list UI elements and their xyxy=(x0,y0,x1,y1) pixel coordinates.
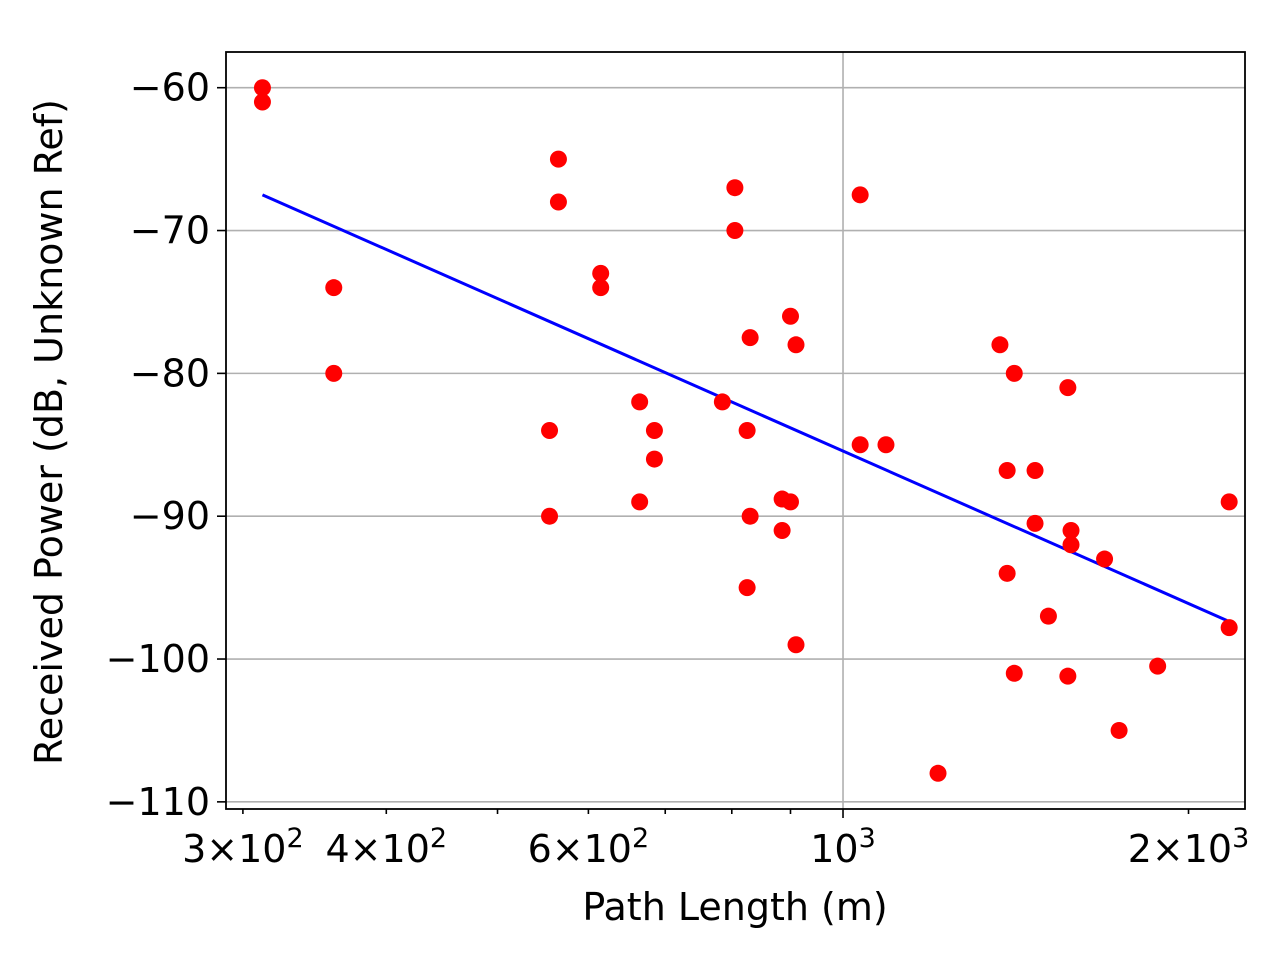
data-point xyxy=(1026,461,1044,479)
data-point xyxy=(726,179,744,197)
data-point xyxy=(773,521,791,539)
data-point xyxy=(787,636,805,654)
plot-frame xyxy=(225,51,1246,810)
y-tick-label: −70 xyxy=(130,209,210,253)
data-point xyxy=(741,329,759,347)
x-tick-label: 2×103 xyxy=(1128,823,1250,871)
data-point xyxy=(713,393,731,411)
x-tick-label: 6×102 xyxy=(528,823,650,871)
data-point xyxy=(998,461,1016,479)
data-point xyxy=(549,193,567,211)
data-point xyxy=(998,564,1016,582)
data-point xyxy=(253,93,271,111)
data-point xyxy=(781,307,799,325)
data-point xyxy=(1026,514,1044,532)
fit-line xyxy=(261,193,1228,622)
data-point xyxy=(726,222,744,240)
data-point xyxy=(991,336,1009,354)
data-point xyxy=(741,507,759,525)
data-point xyxy=(1062,521,1080,539)
data-point xyxy=(1005,664,1023,682)
data-point xyxy=(645,422,663,439)
data-point xyxy=(1039,607,1057,625)
data-point xyxy=(1059,667,1077,685)
data-point xyxy=(541,422,559,439)
data-point xyxy=(645,450,663,468)
data-point xyxy=(787,336,805,354)
y-tick-label: −80 xyxy=(130,351,210,395)
y-tick-label: −110 xyxy=(106,780,210,824)
data-point xyxy=(631,493,649,511)
x-axis-label: Path Length (m) xyxy=(582,885,887,929)
data-point xyxy=(592,279,610,297)
data-point xyxy=(1220,619,1238,637)
x-tick-label: 103 xyxy=(810,823,876,871)
data-points xyxy=(253,79,1238,782)
data-point xyxy=(1149,657,1167,675)
data-point xyxy=(1059,379,1077,397)
data-point xyxy=(781,493,799,511)
data-point xyxy=(1096,550,1114,568)
data-point xyxy=(1220,493,1238,511)
x-tick-label: 3×102 xyxy=(182,823,304,871)
data-point xyxy=(738,579,756,597)
data-point xyxy=(253,79,271,97)
data-point xyxy=(325,364,343,382)
data-point xyxy=(549,150,567,168)
fit-line-layer xyxy=(261,193,1228,622)
data-point xyxy=(631,393,649,411)
data-point xyxy=(1005,364,1023,382)
data-point xyxy=(1062,536,1080,554)
grid-lines xyxy=(226,52,1245,809)
y-axis-ticks: −60 −70 −80 −90 −100 −110 xyxy=(106,66,226,824)
data-point xyxy=(929,764,947,782)
data-point xyxy=(1110,721,1128,739)
y-tick-label: −60 xyxy=(130,66,210,110)
y-axis-label: Received Power (dB, Unknown Ref) xyxy=(27,99,71,765)
data-point xyxy=(738,422,756,439)
data-point xyxy=(592,264,610,282)
x-axis-ticks: 103 3×102 4×102 6×102 2×103 xyxy=(182,809,1249,871)
data-point xyxy=(851,186,869,204)
y-tick-label: −90 xyxy=(130,494,210,538)
data-point xyxy=(541,507,559,525)
x-tick-label: 4×102 xyxy=(326,823,448,871)
data-point xyxy=(325,279,343,297)
y-tick-label: −100 xyxy=(106,637,210,681)
data-point xyxy=(851,436,869,454)
data-point xyxy=(877,436,895,454)
